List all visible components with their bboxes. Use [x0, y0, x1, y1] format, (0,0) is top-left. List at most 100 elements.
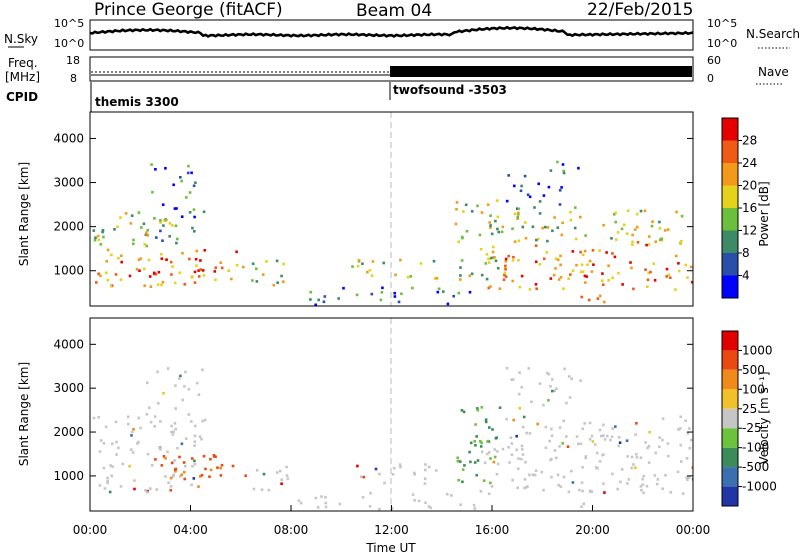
velocity-cell — [285, 474, 289, 477]
power-cell — [255, 267, 258, 271]
power-cell — [128, 274, 132, 278]
power-cell — [517, 207, 520, 211]
nsearch-tick-top: 10^5 — [707, 17, 737, 30]
power-cell — [503, 273, 506, 277]
power-cell — [546, 226, 550, 229]
power-cell — [561, 221, 564, 225]
velocity-cell — [144, 489, 147, 492]
velocity-cell — [691, 466, 693, 469]
power-cell — [105, 259, 108, 263]
power-cell — [139, 257, 143, 260]
velocity-cell — [324, 501, 328, 505]
date-title: 22/Feb/2015 — [587, 0, 693, 20]
velocity-cell — [200, 437, 203, 441]
velocity-cell — [521, 453, 525, 456]
velocity-cell — [130, 434, 133, 437]
power-cell — [517, 211, 520, 215]
power-cell — [490, 256, 493, 260]
power-cell — [587, 298, 591, 302]
power-cell — [113, 228, 116, 231]
power-cell — [489, 285, 492, 288]
velocity-cell — [611, 427, 614, 430]
power-cell — [649, 270, 652, 274]
power-cell — [97, 272, 100, 276]
y-tick-label: 4000 — [53, 131, 84, 145]
velocity-cell — [190, 457, 194, 460]
velocity-cell — [429, 506, 433, 510]
velocity-cell — [184, 370, 187, 374]
velocity-cell — [197, 485, 200, 488]
power-cell — [342, 286, 345, 290]
power-cell — [579, 270, 583, 274]
power-cell — [630, 266, 633, 270]
velocity-cell — [145, 490, 149, 494]
velocity-cell — [610, 435, 614, 439]
power-cell — [459, 266, 462, 269]
x-tick-label: 08:00 — [274, 523, 309, 537]
velocity-cell — [661, 417, 665, 420]
velocity-cell — [598, 428, 602, 432]
velocity-cell — [474, 423, 477, 426]
power-cell — [120, 254, 123, 258]
power-cell — [106, 248, 110, 252]
power-cell — [282, 262, 285, 266]
colorbar-swatch — [722, 408, 738, 429]
velocity-cell — [219, 474, 223, 477]
power-cell — [468, 274, 472, 278]
power-cell — [162, 224, 165, 227]
velocity-colorbar-label: Velocity [m s⁻¹] — [757, 371, 771, 464]
velocity-cell — [498, 406, 502, 409]
colorbar-swatch — [722, 331, 738, 351]
velocity-cell — [639, 456, 643, 459]
power-cell — [197, 269, 200, 272]
velocity-cell — [495, 472, 499, 476]
velocity-cell — [530, 400, 533, 404]
velocity-cell — [369, 491, 372, 495]
power-cell — [573, 226, 577, 230]
velocity-cell — [536, 422, 539, 426]
velocity-cell — [130, 448, 133, 451]
power-cell — [602, 223, 605, 227]
power-cell — [99, 243, 103, 246]
power-cell — [137, 258, 141, 261]
power-cell — [516, 213, 520, 216]
power-cell — [644, 268, 647, 271]
power-cell — [651, 220, 654, 223]
velocity-cell — [510, 442, 514, 445]
nsky-panel-frame — [89, 19, 694, 51]
velocity-cell — [688, 427, 691, 430]
velocity-cell — [164, 457, 167, 460]
nave-tick-bottom: 0 — [707, 72, 714, 85]
velocity-cell — [584, 455, 588, 458]
velocity-cell — [462, 410, 466, 414]
power-cell — [601, 272, 604, 275]
velocity-cell — [653, 474, 657, 477]
power-cell — [168, 222, 172, 225]
power-cell — [152, 271, 156, 275]
colorbar-swatch — [722, 140, 738, 163]
velocity-cell — [280, 478, 284, 481]
velocity-cell — [523, 486, 526, 490]
velocity-cell — [126, 415, 130, 419]
velocity-cell — [110, 474, 114, 478]
power-cell — [110, 253, 113, 257]
velocity-cell — [285, 465, 288, 469]
velocity-cell — [461, 480, 464, 484]
power-cell — [370, 292, 374, 296]
velocity-cell — [220, 463, 224, 467]
power-cell — [170, 273, 173, 276]
velocity-cell — [679, 427, 682, 430]
velocity-cell — [578, 488, 581, 492]
velocity-cell — [688, 446, 692, 450]
velocity-cell — [581, 427, 584, 431]
velocity-cell — [681, 492, 685, 495]
velocity-cell — [602, 453, 605, 456]
velocity-cell — [475, 473, 478, 477]
velocity-cell — [667, 454, 670, 458]
velocity-cell — [338, 502, 342, 506]
power-cell — [493, 256, 496, 259]
velocity-cell — [169, 485, 173, 488]
velocity-cell — [570, 469, 573, 473]
velocity-cell — [602, 482, 605, 485]
velocity-cell — [111, 442, 114, 446]
